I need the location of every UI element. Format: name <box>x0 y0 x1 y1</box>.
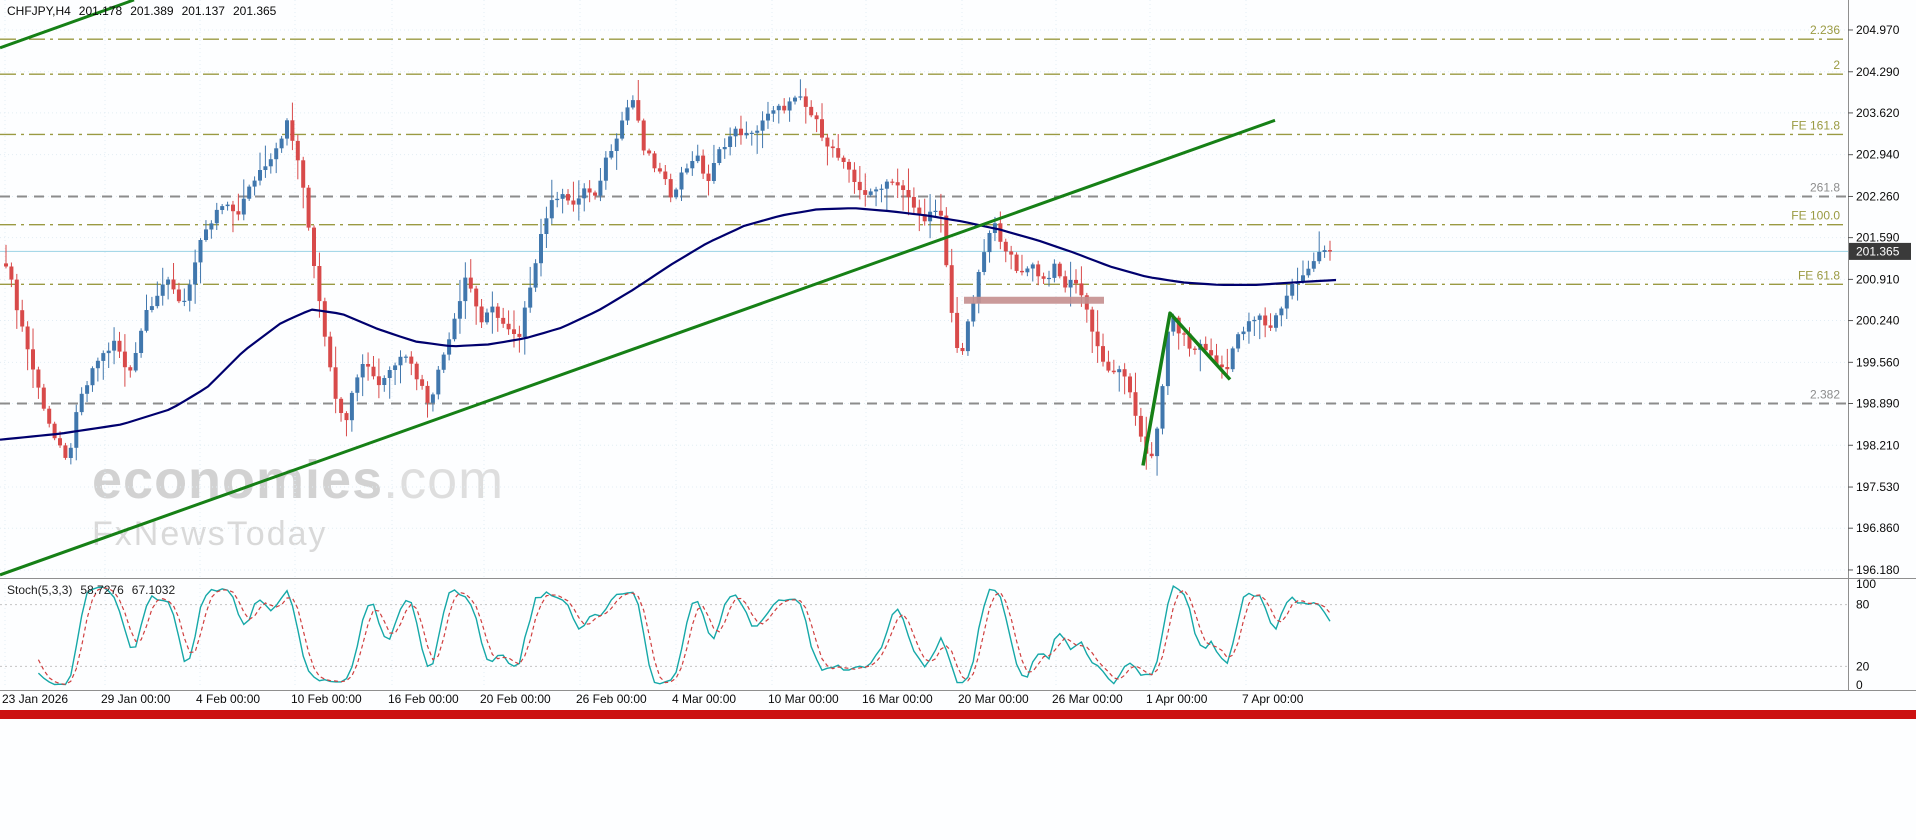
svg-text:196.860: 196.860 <box>1856 521 1900 535</box>
stoch-name: Stoch(5,3,3) <box>7 583 73 597</box>
ohlc-open: 201.178 <box>78 4 123 18</box>
stoch-indicator-label: Stoch(5,3,3) 58.7276 67.1032 <box>7 583 183 597</box>
stochastic-panel <box>0 585 1848 686</box>
svg-text:204.290: 204.290 <box>1856 65 1900 79</box>
stoch-k-value: 58.7276 <box>80 583 124 597</box>
watermark-tagline: FxNewsToday <box>92 514 328 553</box>
time-axis-label: 23 Jan 2026 <box>2 692 69 706</box>
time-axis-label: 4 Feb 00:00 <box>196 692 261 706</box>
time-axis-label: 16 Mar 00:00 <box>862 692 933 706</box>
drawn-objects <box>0 0 1276 577</box>
bottom-red-bar <box>0 710 1916 719</box>
watermark-brand-tld: .com <box>383 450 505 510</box>
symbol-ohlc-label: CHFJPY,H4 201.178 201.389 201.137 201.365 <box>7 4 284 18</box>
time-axis-label: 20 Mar 00:00 <box>958 692 1029 706</box>
time-axis-label: 7 Apr 00:00 <box>1242 692 1304 706</box>
svg-text:196.180: 196.180 <box>1856 563 1900 577</box>
price-axis: 204.970 204.290 203.620 202.940 202.260 201.5… <box>0 0 1916 692</box>
svg-text:2: 2 <box>1833 58 1840 72</box>
time-axis-label: 4 Mar 00:00 <box>672 692 737 706</box>
time-axis-label: 10 Feb 00:00 <box>291 692 362 706</box>
moving-average-line <box>0 207 1337 441</box>
grid-lines <box>0 0 1848 687</box>
time-axis: 23 Jan 2026 29 Jan 00:00 4 Feb 00:00 10 Feb… <box>0 692 1916 708</box>
svg-text:201.365: 201.365 <box>1856 244 1900 258</box>
time-axis-label: 16 Feb 00:00 <box>388 692 459 706</box>
fibonacci-levels: 2.236 2 FE 161.8 261.8 FE 100.0 FE 61.8 2.382 <box>0 23 1848 405</box>
candlesticks <box>4 79 1332 476</box>
current-price-badge: 201.365 <box>1849 242 1911 260</box>
svg-text:197.530: 197.530 <box>1856 480 1900 494</box>
svg-text:198.210: 198.210 <box>1856 438 1900 452</box>
svg-text:202.260: 202.260 <box>1856 189 1900 203</box>
time-axis-label: 1 Apr 00:00 <box>1146 692 1208 706</box>
svg-text:80: 80 <box>1856 598 1870 612</box>
svg-text:202.940: 202.940 <box>1856 148 1900 162</box>
stoch-d-value: 67.1032 <box>131 583 176 597</box>
svg-text:198.890: 198.890 <box>1856 396 1900 410</box>
svg-text:204.970: 204.970 <box>1856 23 1900 37</box>
time-axis-label: 20 Feb 00:00 <box>480 692 551 706</box>
watermark: economies.com FxNewsToday <box>92 452 504 552</box>
svg-text:203.620: 203.620 <box>1856 106 1900 120</box>
time-axis-label: 29 Jan 00:00 <box>101 692 171 706</box>
symbol-timeframe: CHFJPY,H4 <box>7 4 71 18</box>
svg-text:200.910: 200.910 <box>1856 272 1900 286</box>
svg-text:0: 0 <box>1856 678 1863 692</box>
svg-text:FE 61.8: FE 61.8 <box>1798 268 1840 282</box>
svg-text:20: 20 <box>1856 659 1870 673</box>
watermark-brand-name: economies <box>92 450 384 510</box>
svg-text:2.236: 2.236 <box>1810 23 1840 37</box>
svg-text:199.560: 199.560 <box>1856 355 1900 369</box>
watermark-brand: economies.com <box>92 452 504 509</box>
svg-text:200.240: 200.240 <box>1856 314 1900 328</box>
svg-text:261.8: 261.8 <box>1810 180 1840 194</box>
time-axis-label: 10 Mar 00:00 <box>768 692 839 706</box>
svg-text:FE 100.0: FE 100.0 <box>1791 209 1840 223</box>
time-axis-label: 26 Mar 00:00 <box>1052 692 1123 706</box>
svg-text:FE 161.8: FE 161.8 <box>1791 118 1840 132</box>
svg-text:2.382: 2.382 <box>1810 387 1840 401</box>
svg-text:100: 100 <box>1856 577 1876 591</box>
ohlc-high: 201.389 <box>130 4 174 18</box>
ohlc-close: 201.365 <box>232 4 277 18</box>
ohlc-low: 201.137 <box>181 4 225 18</box>
svg-text:201.590: 201.590 <box>1856 231 1900 245</box>
time-axis-label: 26 Feb 00:00 <box>576 692 647 706</box>
